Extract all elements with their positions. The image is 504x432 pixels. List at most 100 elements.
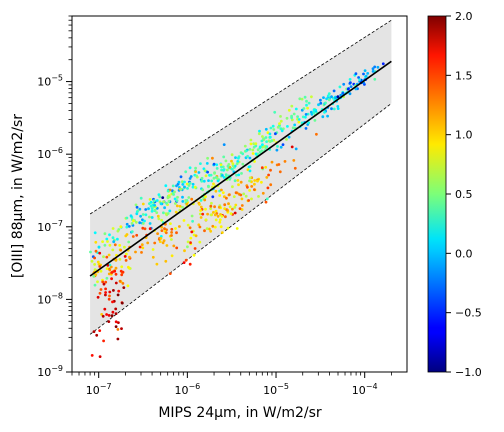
data-point	[127, 240, 131, 244]
data-point	[204, 218, 208, 222]
data-point	[321, 115, 325, 119]
data-point	[251, 152, 255, 155]
data-point	[242, 192, 246, 196]
data-point	[220, 188, 223, 192]
data-point	[162, 200, 166, 204]
data-point	[110, 270, 114, 274]
data-point	[90, 354, 94, 357]
data-point	[200, 176, 204, 180]
data-point	[125, 222, 129, 226]
data-point	[214, 209, 218, 213]
data-point	[261, 145, 264, 149]
data-point	[248, 189, 252, 192]
data-point	[325, 97, 328, 101]
data-point	[300, 97, 304, 101]
data-point	[157, 217, 161, 221]
data-point	[188, 177, 192, 180]
data-point	[105, 313, 108, 316]
data-point	[104, 293, 107, 297]
data-point	[125, 216, 129, 220]
data-point	[354, 72, 358, 76]
data-point	[210, 179, 214, 183]
data-point	[221, 174, 224, 177]
data-point	[116, 237, 119, 241]
data-point	[264, 146, 268, 150]
data-point	[184, 170, 188, 174]
data-point	[228, 205, 232, 209]
data-point	[209, 213, 213, 217]
data-point	[323, 110, 326, 114]
data-point	[236, 179, 240, 182]
data-point	[228, 177, 232, 181]
data-point	[192, 253, 196, 257]
data-point	[132, 219, 135, 223]
data-point	[103, 307, 107, 311]
tick-label: 10−7	[37, 219, 63, 234]
data-point	[118, 257, 122, 261]
data-point	[204, 207, 207, 211]
data-point	[186, 245, 189, 249]
data-point	[158, 195, 162, 199]
data-point	[207, 185, 210, 189]
data-point	[304, 126, 308, 130]
data-point	[381, 62, 385, 66]
data-point	[238, 207, 242, 211]
data-point	[213, 171, 217, 175]
tick-label: 10−5	[263, 382, 289, 397]
data-point	[212, 211, 215, 214]
data-point	[146, 241, 150, 245]
data-point	[124, 259, 128, 262]
data-point	[138, 221, 142, 225]
data-point	[230, 167, 234, 171]
data-point	[122, 286, 126, 289]
data-point	[241, 152, 245, 156]
data-point	[127, 225, 131, 228]
data-point	[334, 96, 337, 100]
data-point	[267, 173, 270, 177]
data-point	[279, 119, 283, 123]
data-point	[212, 176, 216, 180]
data-point	[226, 226, 230, 230]
data-point	[223, 203, 227, 207]
data-point	[234, 191, 238, 195]
data-point	[164, 231, 168, 235]
data-point	[112, 240, 116, 244]
data-point	[254, 152, 258, 156]
data-point	[191, 182, 195, 186]
data-point	[141, 246, 145, 250]
data-point	[134, 203, 138, 207]
data-point	[204, 195, 207, 199]
data-point	[144, 213, 148, 217]
data-point	[315, 132, 318, 136]
data-point	[181, 200, 185, 203]
data-point	[261, 191, 265, 195]
data-point	[161, 196, 165, 200]
data-point	[110, 277, 113, 281]
data-point	[114, 320, 118, 324]
data-point	[330, 107, 333, 111]
data-point	[211, 195, 215, 199]
data-point	[175, 246, 179, 250]
data-point	[125, 225, 129, 229]
data-point	[213, 213, 217, 217]
data-point	[264, 200, 268, 204]
data-point	[113, 269, 117, 273]
tick-label: 10−6	[37, 146, 63, 161]
data-point	[150, 216, 154, 219]
data-point	[269, 183, 273, 187]
data-point	[209, 173, 213, 177]
data-point	[276, 125, 280, 129]
data-point	[235, 227, 239, 230]
data-point	[170, 231, 174, 234]
data-point	[305, 103, 308, 107]
data-point	[120, 273, 124, 277]
data-point	[269, 126, 273, 130]
data-point	[166, 212, 170, 215]
data-point	[258, 145, 262, 149]
data-point	[164, 212, 168, 216]
data-point	[198, 240, 202, 244]
data-point	[246, 185, 249, 189]
data-point	[307, 121, 311, 125]
data-point	[208, 227, 211, 231]
data-point	[160, 218, 164, 222]
